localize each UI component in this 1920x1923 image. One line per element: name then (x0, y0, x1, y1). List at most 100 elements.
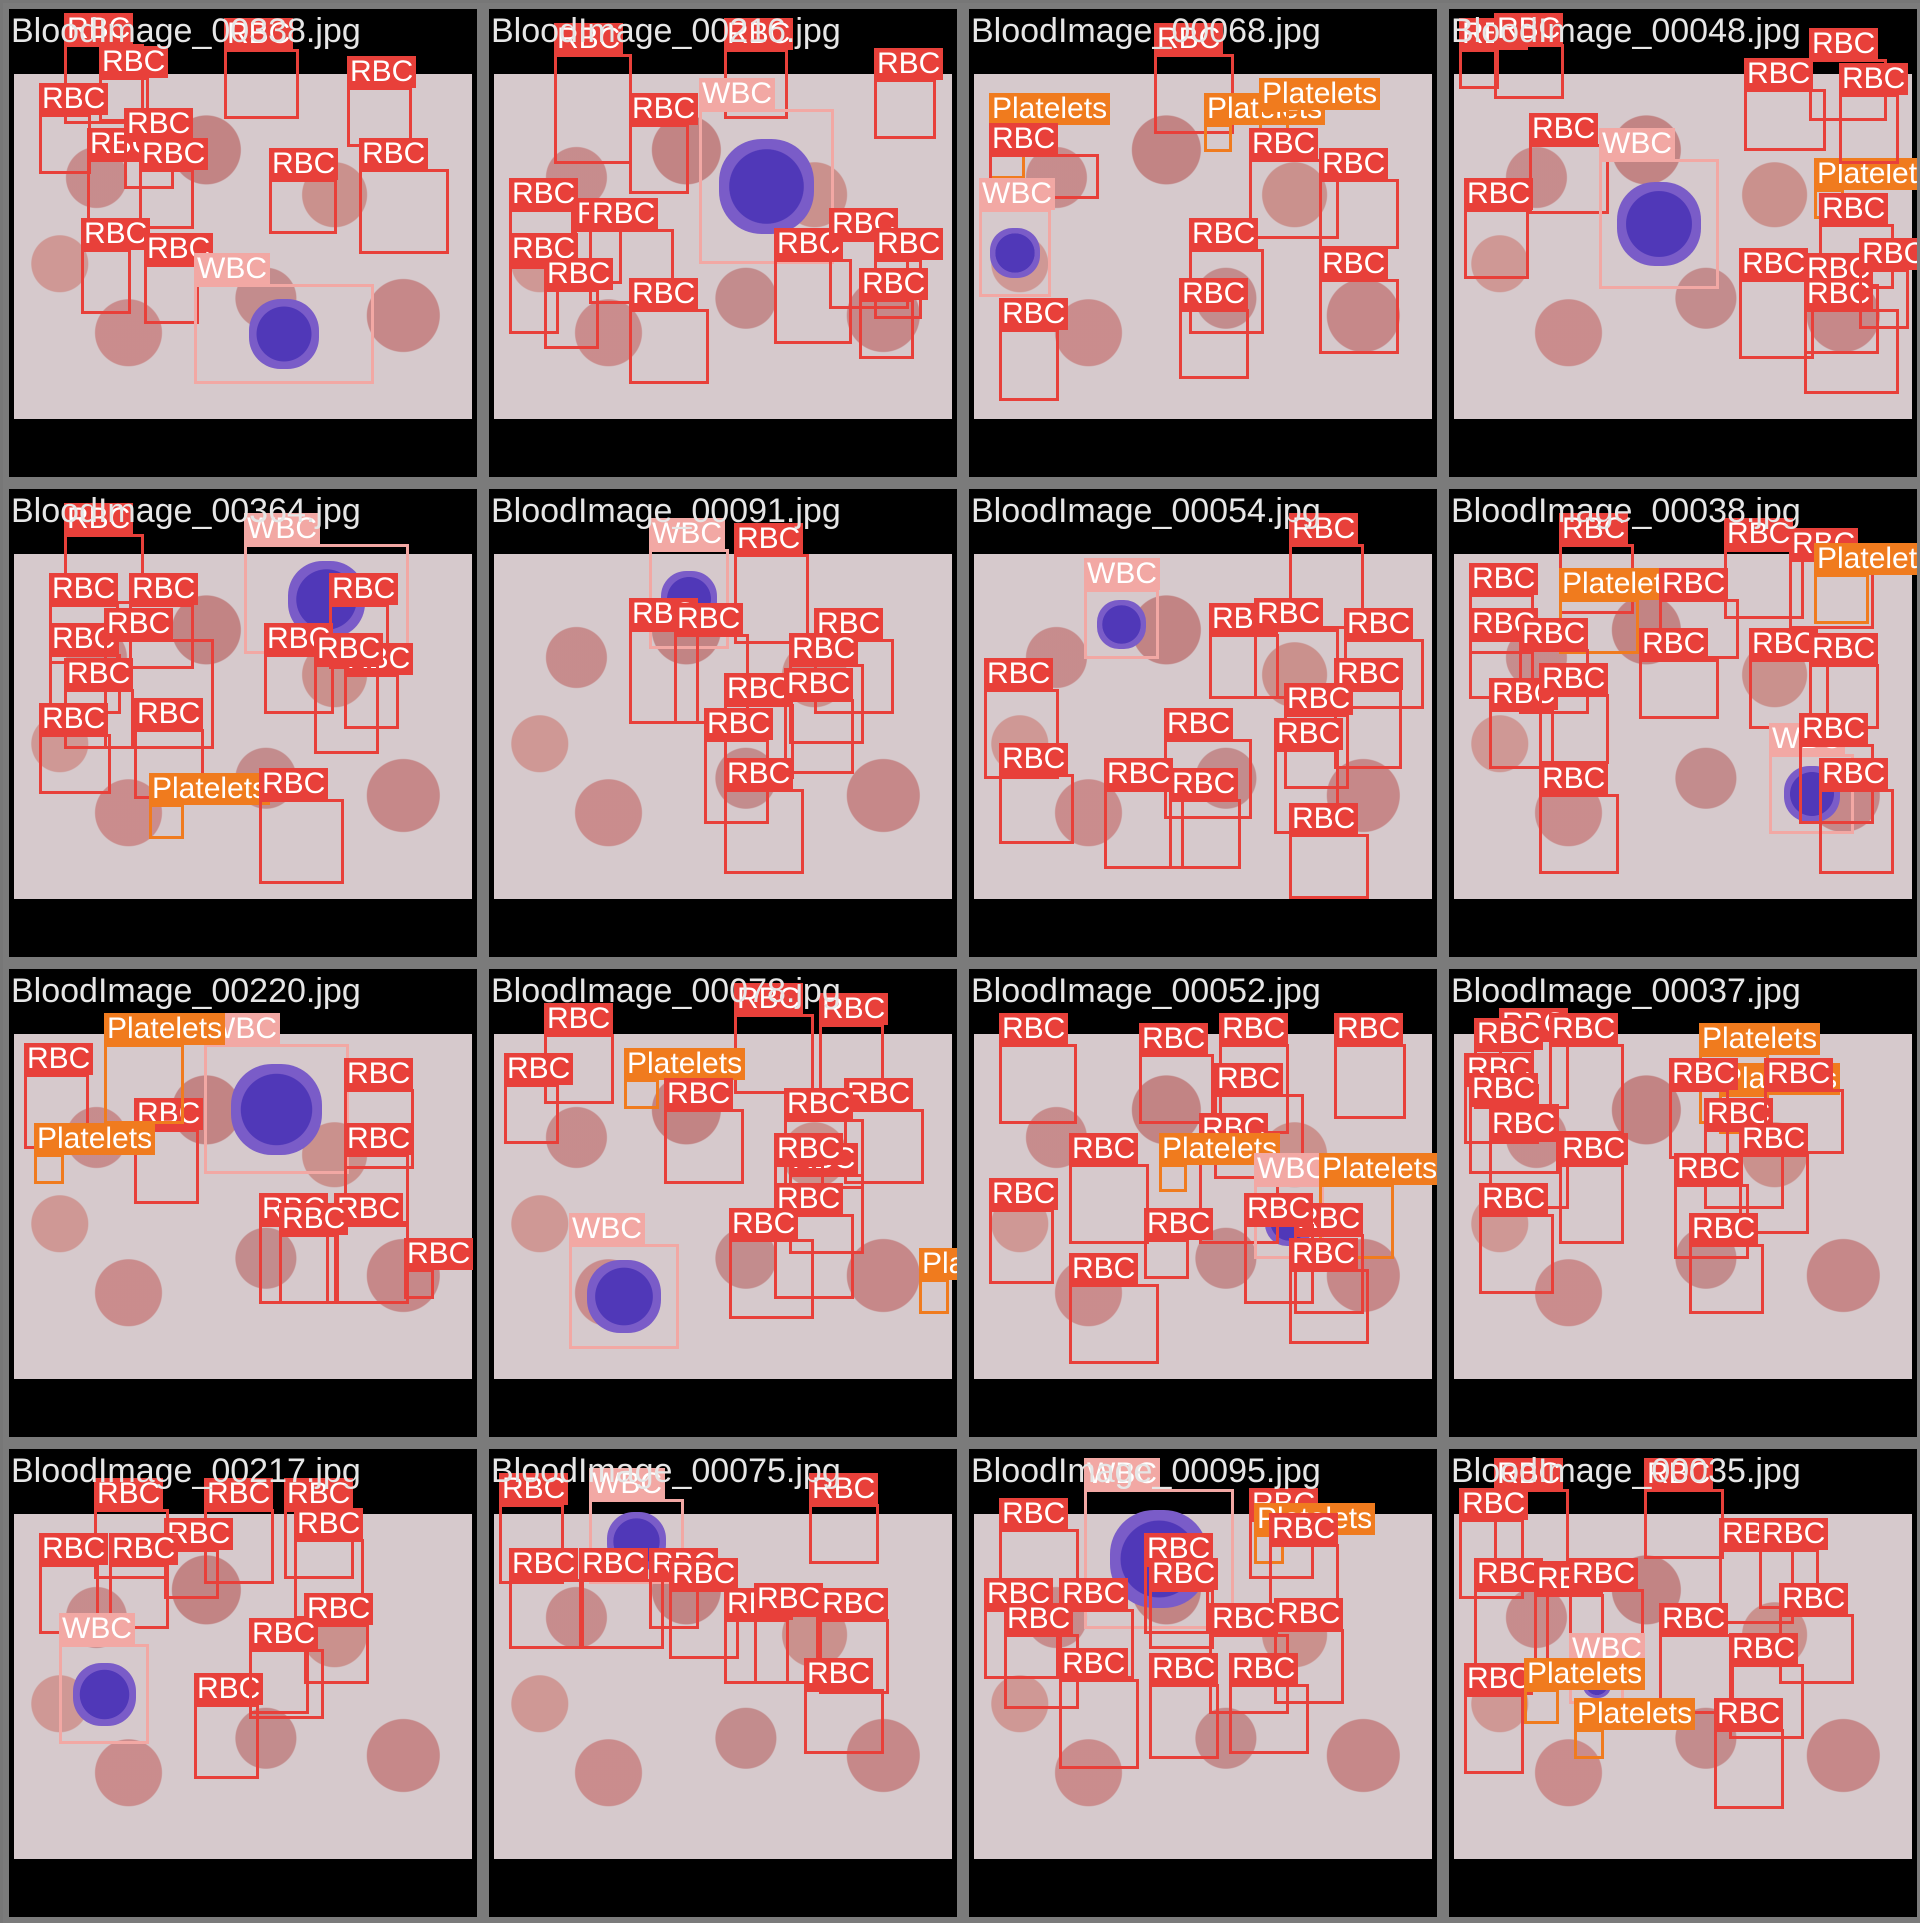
detection-label: RBC (269, 148, 339, 180)
detection-label: RBC (1149, 1653, 1219, 1685)
detection-label: RBC (64, 503, 134, 535)
detection-label: WBC (979, 178, 1055, 210)
detection-label: WBC (699, 78, 775, 110)
detection-box-rbc: RBC (1104, 758, 1184, 869)
detection-label: RBC (1289, 513, 1359, 545)
detection-label: RBC (874, 228, 944, 260)
detection-label: RBC (984, 658, 1054, 690)
tile-3: BloodImage_00068.jpg RBC Platelets Platelet… (963, 3, 1443, 483)
detection-label: RBC (1539, 663, 1609, 695)
detection-box-plt: Platelets (1524, 1658, 1646, 1724)
detection-box-rbc: RBC (304, 1593, 374, 1684)
detection-label: RBC (1549, 1013, 1619, 1045)
detection-label: RBC (1069, 1133, 1139, 1165)
detection-box-rbc: RBC (724, 18, 794, 119)
detection-box-rbc: RBC (1289, 1238, 1369, 1344)
detection-box-rbc: RBC (81, 218, 151, 314)
detection-label: RBC (279, 1203, 349, 1235)
detection-label: RBC (789, 633, 859, 665)
tile-filename: BloodImage_00091.jpg (491, 492, 841, 530)
detection-box-rbc: RBC (1164, 708, 1252, 819)
detection-label: RBC (1104, 758, 1174, 790)
detection-box-wbc: WBC (979, 178, 1055, 297)
detection-label: RBC (64, 658, 134, 690)
detection-box-rbc: RBC (134, 698, 204, 799)
detection-box-rbc: RBC (1069, 1253, 1159, 1364)
detection-box-rbc: RBC (1069, 1133, 1149, 1244)
detection-label: RBC (784, 668, 854, 700)
detection-box-rbc: RBC (1494, 13, 1564, 99)
wbc-nucleus (1097, 599, 1146, 649)
detection-label: RBC (1799, 713, 1869, 745)
detection-label: RBC (284, 1478, 354, 1510)
detection-label: RBC (49, 573, 119, 605)
detection-box-rbc: RBC (1839, 63, 1909, 164)
detection-label: RBC (989, 123, 1059, 155)
detection-label: RBC (1519, 618, 1589, 650)
tile-filename: BloodImage_00037.jpg (1451, 972, 1801, 1010)
tile-4: BloodImage_00048.jpgRBCRBCRBCRBCRBCWBCPl… (1443, 3, 1920, 483)
detection-box-rbc: RBC (999, 1498, 1079, 1609)
detection-label: RBC (664, 1078, 734, 1110)
detection-box-rbc: RBC (1539, 763, 1619, 874)
detection-label: RBC (1669, 1058, 1739, 1090)
detection-box-rbc: RBC (729, 1208, 814, 1319)
detection-box-rbc: RBC (1739, 1123, 1809, 1234)
letterbox-padding (494, 419, 952, 477)
detection-box-rbc: RBC (39, 703, 111, 794)
detection-label: RBC (1274, 718, 1344, 750)
detection-box-rbc: RBC (344, 1123, 414, 1224)
detection-box-rbc: RBC (554, 23, 632, 164)
detection-label: RBC (724, 18, 794, 50)
letterbox-padding (1454, 1379, 1912, 1437)
detection-box-rbc: RBC (1819, 193, 1894, 289)
detection-label: RBC (347, 56, 417, 88)
detection-box-rbc: RBC (724, 758, 804, 874)
detection-box-rbc: RBC (1144, 1208, 1214, 1279)
detection-label: RBC (704, 708, 774, 740)
detection-label: RBC (144, 233, 214, 265)
detection-box-wbc: WBC (204, 1013, 349, 1174)
detection-box-wbc: WBC (194, 253, 374, 384)
detection-box-plt: Platelets (1204, 93, 1326, 152)
detection-box-rbc: RBC (1289, 803, 1369, 899)
detection-label: Platelets (149, 773, 271, 805)
detection-box-rbc: RBC (1819, 758, 1894, 874)
detection-box-rbc: RBC (1809, 28, 1887, 121)
detection-label: RBC (1254, 598, 1324, 630)
wbc-nucleus (249, 299, 319, 369)
letterbox-padding (494, 1859, 952, 1917)
detection-label: RBC (1219, 1013, 1289, 1045)
detection-label: RBC (1494, 13, 1564, 45)
detection-box-rbc: RBC (1274, 1598, 1344, 1704)
detection-label: RBC (589, 198, 659, 230)
detection-label: RBC (1744, 58, 1814, 90)
detection-box-rbc: RBC (129, 573, 199, 669)
detection-box-plt: Platelets (34, 1123, 156, 1184)
detection-label: Platelets (1814, 543, 1917, 575)
detection-box-rbc: RBC (1214, 1063, 1304, 1179)
detection-label: WBC (1254, 1153, 1330, 1185)
detection-box-rbc: RBC (734, 523, 809, 644)
detection-box-rbc: RBC (984, 658, 1059, 779)
detection-box-rbc: RBC (224, 18, 299, 119)
detection-label: RBC (999, 743, 1069, 775)
detection-label: Platelets (1699, 1023, 1821, 1055)
detection-label: Platelets (34, 1123, 156, 1155)
detection-label: RBC (129, 573, 199, 605)
tile-filename: BloodImage_00048.jpg (1451, 12, 1801, 50)
detection-label: RBC (809, 1473, 879, 1505)
detection-box-rbc: RBC (1779, 1583, 1854, 1684)
detection-label: RBC (504, 1053, 574, 1085)
detection-label: RBC (1729, 1633, 1799, 1665)
detection-box-rbc: RBC (754, 1583, 824, 1684)
detection-box-rbc: RBC (1739, 248, 1814, 359)
detection-box-rbc: RBC (1559, 1133, 1629, 1244)
detection-label: RBC (304, 1593, 374, 1625)
detection-label: RBC (784, 1088, 854, 1120)
letterbox-padding (14, 419, 472, 477)
detection-box-rbc: RBC (139, 138, 209, 229)
detection-box-rbc: RBC (1529, 113, 1609, 214)
detection-label: RBC (1274, 1598, 1344, 1630)
detection-label: RBC (1004, 1603, 1074, 1635)
